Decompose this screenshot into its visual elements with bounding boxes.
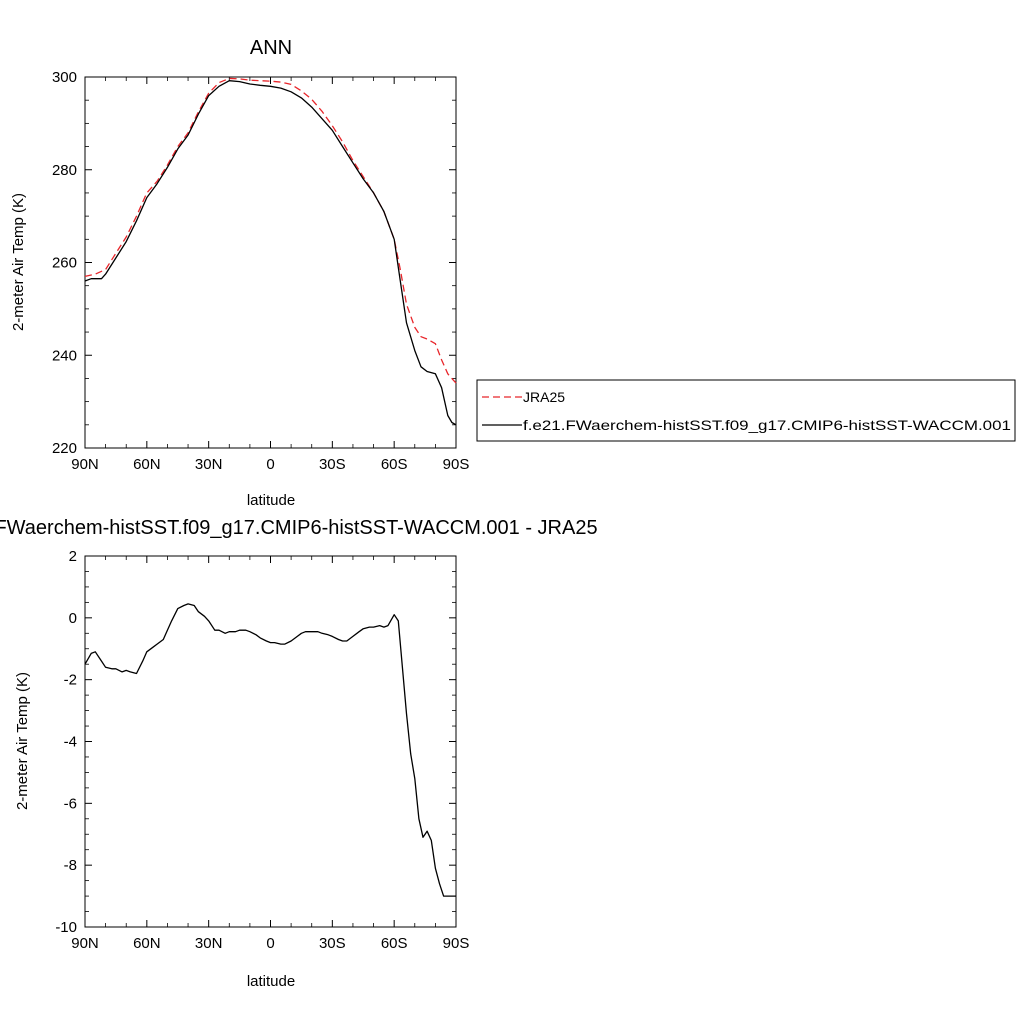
top-x-tick-label: 60S: [381, 456, 408, 473]
bottom-series-group: [84, 603, 456, 897]
top-x-axis-label: latitude: [247, 492, 295, 509]
top-y-tick-label: 300: [52, 69, 77, 86]
bottom-x-tick-label: 0: [266, 935, 274, 952]
bottom-y-tick-label: -8: [64, 857, 77, 874]
bottom-series-line-0: [84, 603, 456, 897]
top-y-tick-label: 260: [52, 255, 77, 272]
top-x-tick-label: 30S: [319, 456, 346, 473]
legend-label-model: f.e21.FWaerchem-histSST.f09_g17.CMIP6-hi…: [523, 417, 1011, 433]
top-series-line-1: [84, 80, 457, 426]
bottom-x-tick-label: 90N: [71, 935, 99, 952]
bottom-x-tick-label: 90S: [443, 935, 470, 952]
bottom-y-tick-label: 0: [69, 610, 77, 627]
top-series-group: [84, 77, 457, 426]
bottom-x-tick-label: 60S: [381, 935, 408, 952]
bottom-chart-title: f.e21.FWaerchem-histSST.f09_g17.CMIP6-hi…: [0, 517, 598, 539]
bottom-x-tick-label: 60N: [133, 935, 161, 952]
bottom-y-tick-label: 2: [69, 548, 77, 565]
bottom-y-tick-label: -6: [64, 795, 77, 812]
bottom-x-tick-label: 30N: [195, 935, 223, 952]
bottom-panel: f.e21.FWaerchem-histSST.f09_g17.CMIP6-hi…: [0, 517, 598, 990]
top-x-tick-label: 90S: [443, 456, 470, 473]
top-x-tick-label: 60N: [133, 456, 161, 473]
bottom-plot-frame: [84, 555, 457, 928]
bottom-x-axis-label: latitude: [247, 973, 295, 990]
top-y-tick-label: 280: [52, 162, 77, 179]
bottom-y-tick-label: -4: [64, 734, 77, 751]
bottom-ticks: 90N 60N 30N 0 30S 60S 90S -10 -8 -6 -4 -2 0 2: [55, 548, 469, 952]
top-x-tick-label: 30N: [195, 456, 223, 473]
top-ticks: 90N 60N 30N 0 30S 60S 90S 220 240 260 280 300: [52, 69, 469, 473]
top-x-tick-label: 90N: [71, 456, 99, 473]
top-y-tick-label: 240: [52, 347, 77, 364]
top-y-tick-label: 220: [52, 440, 77, 457]
top-plot-frame: [84, 76, 457, 449]
top-chart-title: ANN: [250, 37, 292, 59]
bottom-y-axis-label: 2-meter Air Temp (K): [14, 672, 31, 810]
top-series-line-0: [84, 77, 457, 384]
legend-box: [476, 379, 1016, 442]
bottom-x-tick-label: 30S: [319, 935, 346, 952]
top-panel: ANN 90N 60N 30N 0 30S 60S 90S 220 240 260 280 300 l…: [10, 37, 469, 509]
bottom-y-tick-label: -10: [55, 919, 77, 936]
legend: JRA25 f.e21.FWaerchem-histSST.f09_g17.CM…: [476, 379, 1016, 442]
top-y-axis-label: 2-meter Air Temp (K): [10, 193, 27, 331]
top-x-tick-label: 0: [266, 456, 274, 473]
legend-label-jra25: JRA25: [523, 389, 565, 405]
bottom-y-tick-label: -2: [64, 672, 77, 689]
